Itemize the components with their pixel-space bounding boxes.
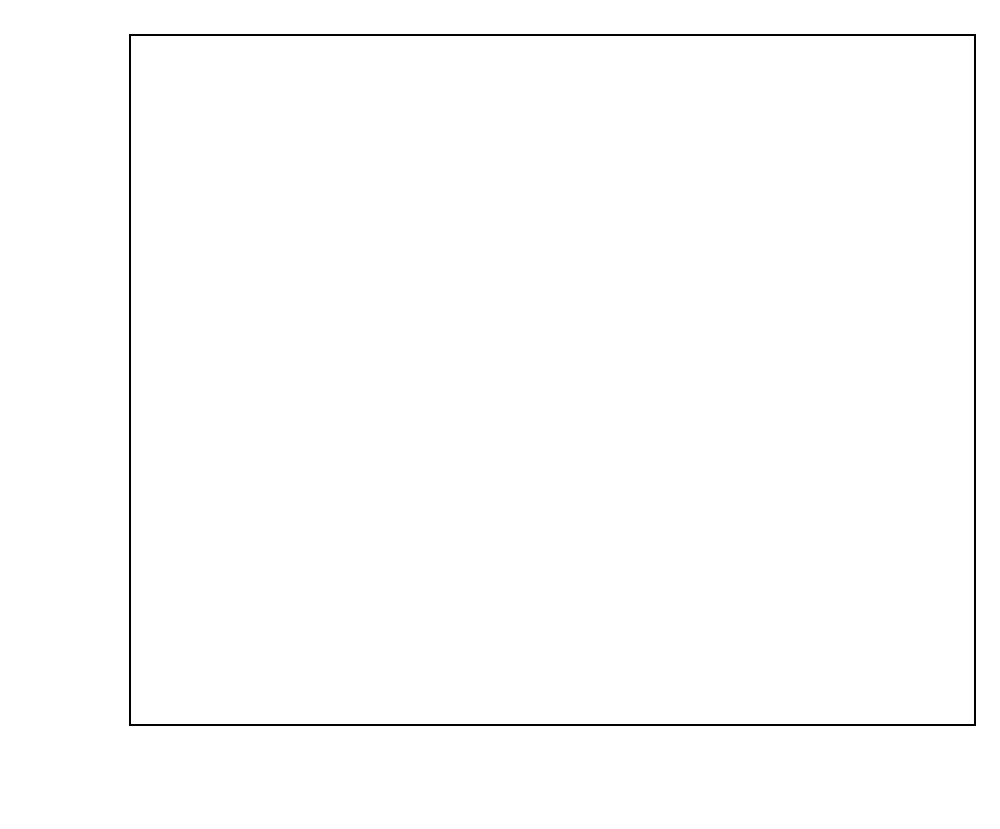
chart-container <box>0 0 1000 829</box>
temperature-time-chart <box>0 0 1000 829</box>
